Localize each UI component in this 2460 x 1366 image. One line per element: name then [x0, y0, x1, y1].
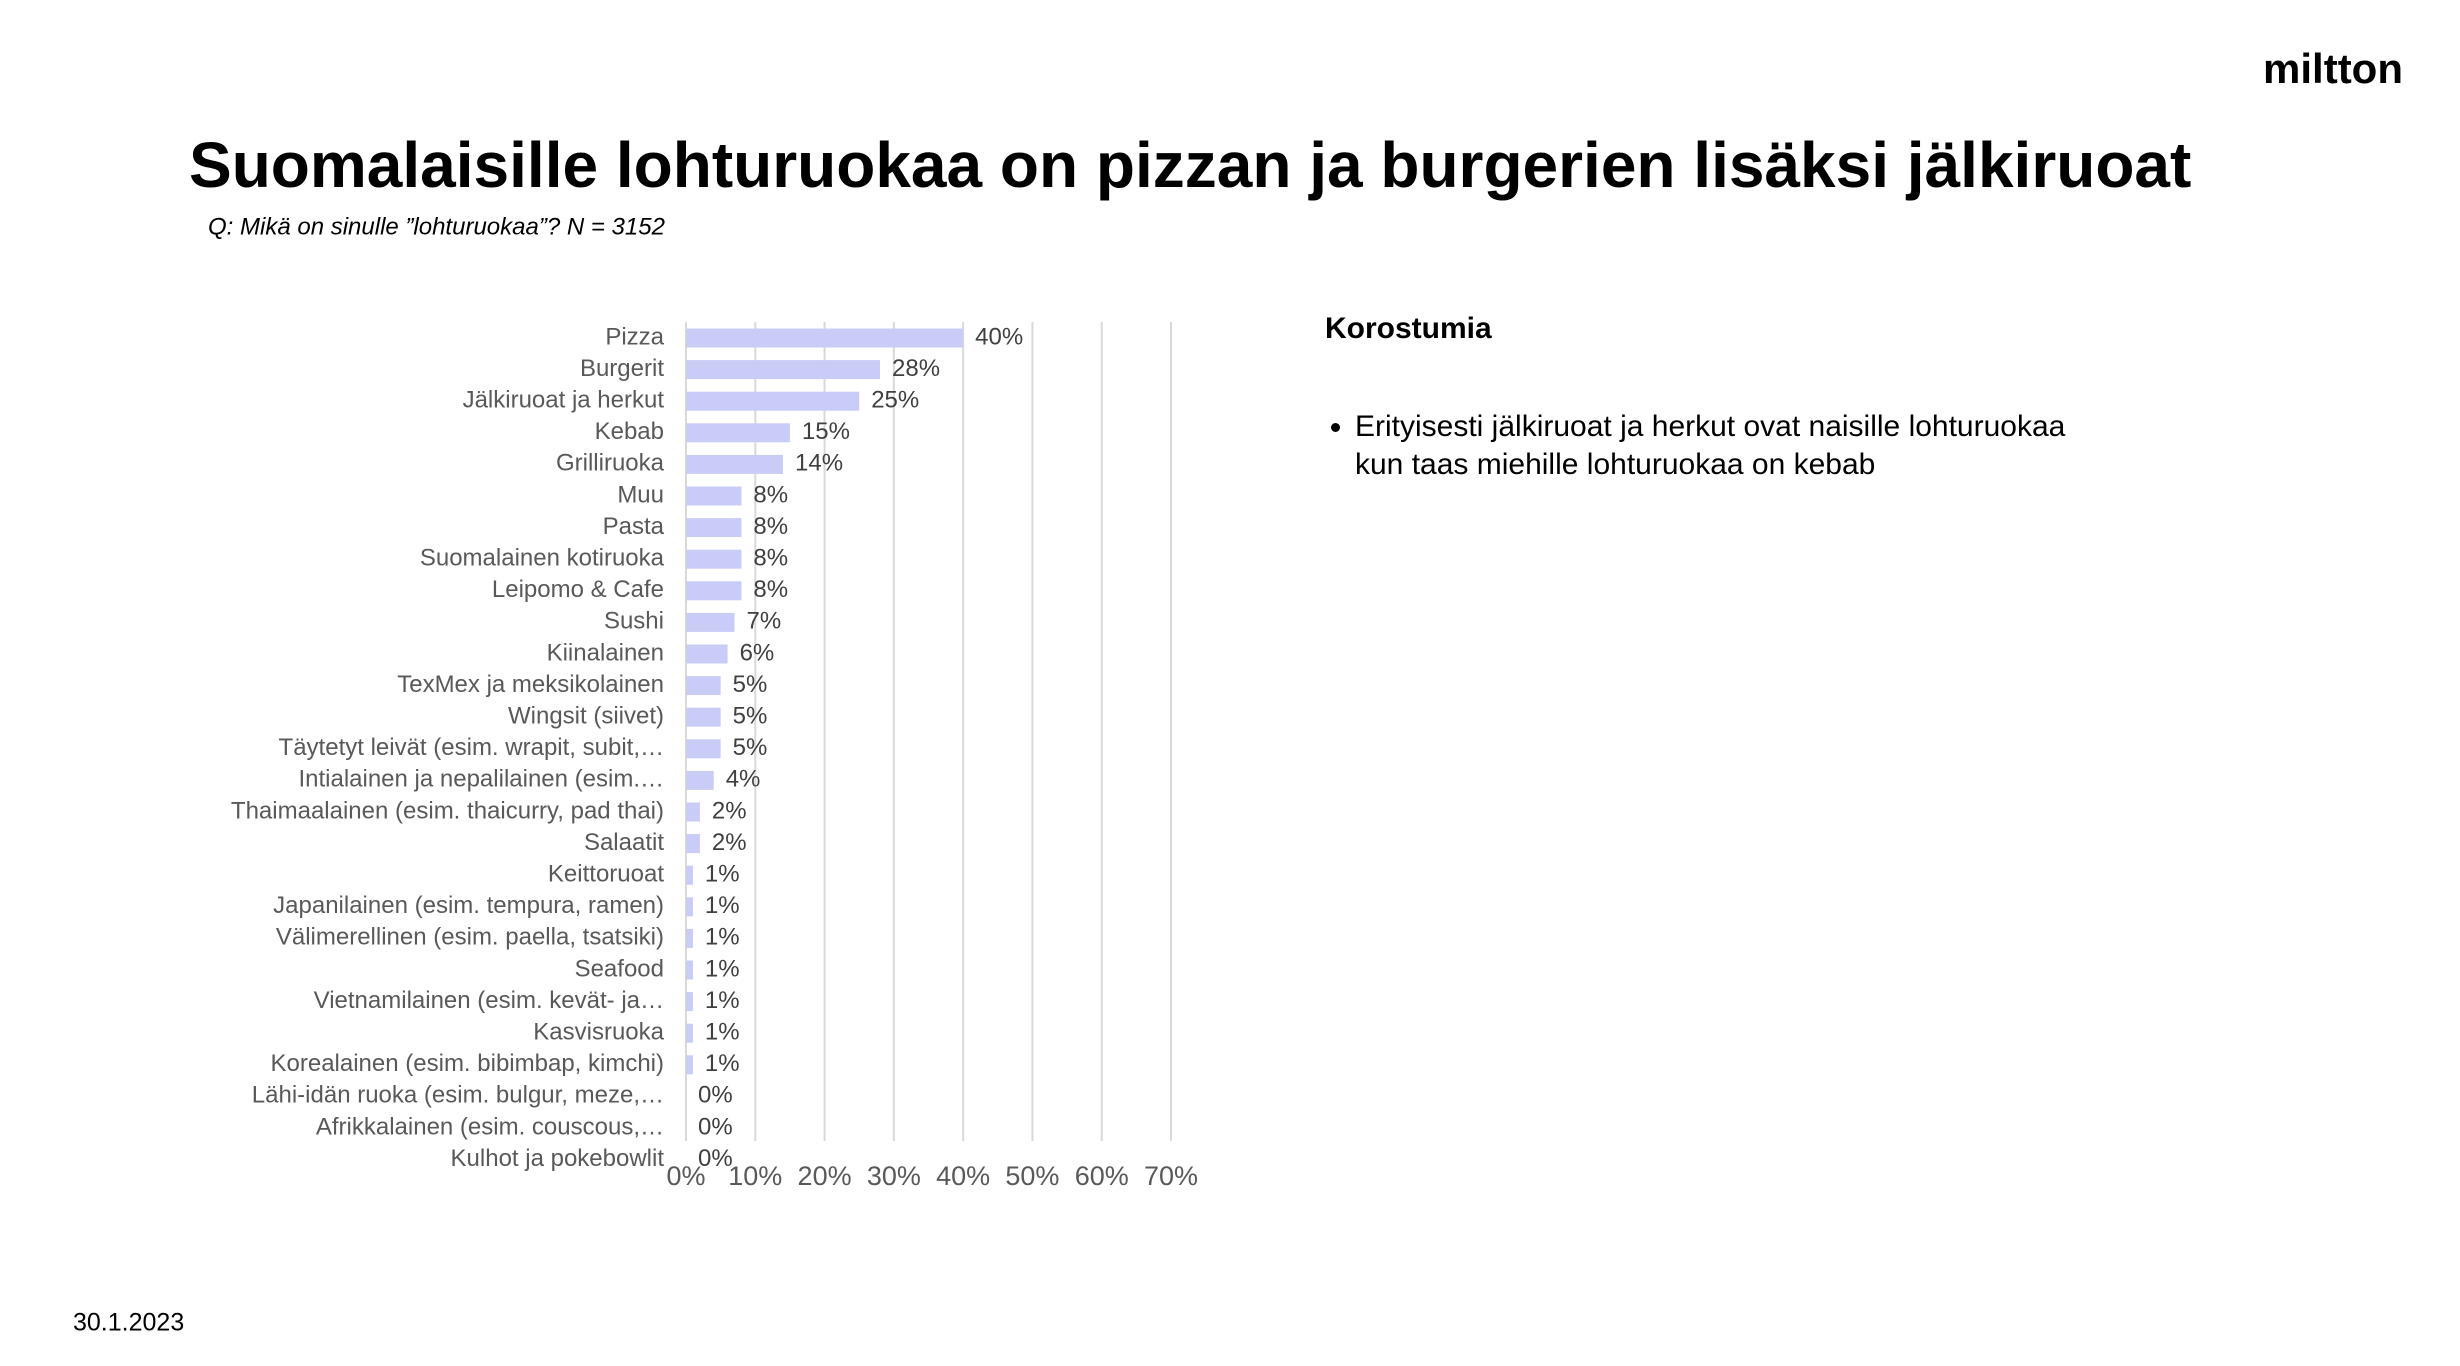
- bar: [686, 360, 880, 380]
- bar: [686, 992, 693, 1012]
- x-tick-label: 20%: [798, 1161, 852, 1191]
- bar: [686, 1023, 693, 1043]
- bar: [686, 676, 721, 696]
- value-label: 1%: [705, 987, 740, 1014]
- bar: [686, 612, 735, 632]
- value-label: 40%: [975, 323, 1023, 350]
- value-label: 0%: [698, 1113, 733, 1140]
- category-label: Pizza: [605, 323, 664, 350]
- category-label: Salaatit: [584, 829, 664, 856]
- category-label: Kulhot ja pokebowlit: [451, 1145, 665, 1172]
- category-label: Vietnamilainen (esim. kevät- ja…: [314, 987, 664, 1014]
- value-label: 4%: [726, 766, 761, 793]
- value-label: 1%: [705, 924, 740, 951]
- bar: [686, 581, 742, 601]
- bar: [686, 960, 693, 980]
- bar: [686, 770, 714, 790]
- x-tick-label: 70%: [1144, 1161, 1198, 1191]
- bar: [686, 928, 693, 948]
- x-tick-label: 30%: [867, 1161, 921, 1191]
- highlights: Korostumia Erityisesti jälkiruoat ja her…: [1325, 312, 2125, 484]
- value-label: 2%: [712, 829, 747, 856]
- bar: [686, 486, 742, 506]
- highlights-heading: Korostumia: [1325, 312, 1492, 345]
- category-label: Leipomo & Cafe: [492, 576, 664, 603]
- category-label: Keittoruoat: [548, 861, 664, 888]
- bullet-list: Erityisesti jälkiruoat ja herkut ovat na…: [1325, 408, 2125, 484]
- value-label: 5%: [733, 734, 768, 761]
- category-label: Pasta: [603, 513, 665, 540]
- category-label: Muu: [617, 481, 664, 508]
- x-tick-label: 50%: [1005, 1161, 1059, 1191]
- date: 30.1.2023: [73, 1309, 184, 1337]
- bar: [686, 328, 964, 348]
- x-tick-label: 0%: [666, 1161, 705, 1191]
- logo: miltton: [2263, 45, 2403, 92]
- value-label: 5%: [733, 671, 768, 698]
- category-label: Lähi-idän ruoka (esim. bulgur, meze,…: [252, 1082, 664, 1109]
- value-label: 6%: [740, 639, 775, 666]
- bar: [686, 897, 693, 917]
- category-label: Sushi: [604, 608, 664, 635]
- value-label: 0%: [698, 1145, 733, 1172]
- value-label: 8%: [753, 545, 788, 572]
- category-label: Intialainen ja nepalilainen (esim.…: [298, 766, 664, 793]
- value-label: 1%: [705, 955, 740, 982]
- category-label: Suomalainen kotiruoka: [420, 545, 665, 572]
- bar: [686, 454, 783, 474]
- category-label: Thaimaalainen (esim. thaicurry, pad thai…: [231, 797, 664, 824]
- category-label: Välimerellinen (esim. paella, tsatsiki): [276, 924, 664, 951]
- value-label: 8%: [753, 513, 788, 540]
- bullet: Erityisesti jälkiruoat ja herkut ovat na…: [1355, 408, 2115, 484]
- bar: [686, 549, 742, 569]
- bar: [686, 865, 693, 885]
- value-label: 2%: [712, 797, 747, 824]
- value-label: 7%: [747, 608, 782, 635]
- category-label: Jälkiruoat ja herkut: [463, 387, 665, 414]
- category-label: Afrikkalainen (esim. couscous,…: [316, 1113, 664, 1140]
- value-label: 5%: [733, 703, 768, 730]
- bar: [686, 644, 728, 664]
- bar: [686, 739, 721, 759]
- category-label: Seafood: [575, 955, 664, 982]
- x-tick-label: 40%: [936, 1161, 990, 1191]
- value-label: 1%: [705, 892, 740, 919]
- category-label: Kiinalainen: [547, 639, 664, 666]
- value-label: 28%: [892, 355, 940, 382]
- x-tick-label: 10%: [728, 1161, 782, 1191]
- bar: [686, 1055, 693, 1075]
- value-label: 8%: [753, 481, 788, 508]
- category-label: Kebab: [595, 418, 664, 445]
- value-label: 0%: [698, 1082, 733, 1109]
- category-label: Kasvisruoka: [533, 1019, 664, 1046]
- x-tick-label: 60%: [1075, 1161, 1129, 1191]
- subtitle: Q: Mikä on sinulle ”lohturuokaa”? N = 31…: [208, 213, 665, 240]
- category-label: Korealainen (esim. bibimbap, kimchi): [271, 1050, 665, 1077]
- value-label: 14%: [795, 450, 843, 477]
- value-label: 1%: [705, 1019, 740, 1046]
- value-label: 25%: [871, 387, 919, 414]
- bar: [686, 518, 742, 538]
- slide-title: Suomalaisille lohturuokaa on pizzan ja b…: [189, 129, 2191, 201]
- category-label: TexMex ja meksikolainen: [397, 671, 664, 698]
- category-label: Wingsit (siivet): [508, 703, 664, 730]
- bar: [686, 834, 700, 854]
- bar: [686, 423, 790, 443]
- category-label: Japanilainen (esim. tempura, ramen): [273, 892, 664, 919]
- value-label: 15%: [802, 418, 850, 445]
- bar: [686, 802, 700, 822]
- value-label: 1%: [705, 861, 740, 888]
- value-label: 1%: [705, 1050, 740, 1077]
- category-label: Burgerit: [580, 355, 664, 382]
- bar: [686, 707, 721, 727]
- bar: [686, 391, 860, 411]
- category-label: Grilliruoka: [556, 450, 665, 477]
- value-label: 8%: [753, 576, 788, 603]
- category-label: Täytetyt leivät (esim. wrapit, subit,…: [279, 734, 664, 761]
